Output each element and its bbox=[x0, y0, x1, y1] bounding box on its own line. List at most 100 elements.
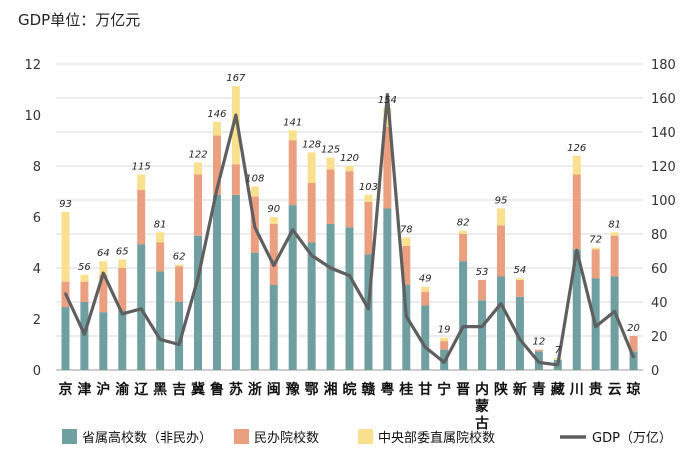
x-category-label: 内蒙古 bbox=[475, 381, 489, 432]
school-bar-segment bbox=[345, 227, 354, 370]
x-category-label: 皖 bbox=[343, 381, 357, 398]
central-bar-segment bbox=[212, 121, 221, 136]
central-bar-segment bbox=[421, 286, 430, 292]
legend-label: 民办院校数 bbox=[254, 430, 319, 446]
school-bar-segment bbox=[61, 307, 70, 370]
gdp-point bbox=[594, 325, 597, 328]
total-value-label: 126 bbox=[567, 143, 586, 154]
gdp-point bbox=[291, 228, 294, 231]
private-bar-segment bbox=[572, 174, 581, 250]
school-bar-segment bbox=[326, 223, 335, 370]
school-bar-segment bbox=[212, 194, 221, 370]
gdp-point bbox=[480, 325, 484, 328]
x-category-label: 粤 bbox=[380, 381, 394, 398]
x-category-label: 贵 bbox=[589, 381, 603, 398]
gdp-point bbox=[405, 315, 408, 318]
x-category-label: 新 bbox=[513, 381, 527, 398]
school-bar-segment bbox=[459, 261, 468, 370]
central-bar-segment bbox=[61, 211, 70, 282]
central-bar-segment bbox=[364, 194, 373, 202]
total-value-label: 146 bbox=[207, 109, 226, 120]
school-bar-segment bbox=[572, 249, 581, 370]
x-category-label: 桂 bbox=[398, 381, 413, 398]
school-bar-segment bbox=[269, 285, 278, 370]
private-bar-segment bbox=[364, 201, 373, 255]
x-category-label: 川 bbox=[569, 382, 584, 398]
gdp-point bbox=[102, 271, 105, 275]
total-value-label: 120 bbox=[340, 153, 359, 164]
x-category-label: 苏 bbox=[229, 381, 243, 398]
central-bar-segment bbox=[269, 217, 278, 224]
school-bar-segment bbox=[515, 296, 524, 370]
total-value-label: 128 bbox=[302, 139, 321, 150]
legend-label: 中央部委直属院校数 bbox=[378, 430, 495, 446]
private-bar-segment bbox=[288, 140, 297, 206]
total-value-label: 62 bbox=[173, 252, 186, 263]
school-bar-segment bbox=[421, 305, 430, 370]
central-bar-segment bbox=[307, 152, 316, 183]
x-category-label: 鲁 bbox=[209, 381, 224, 398]
left-tick-label: 0 bbox=[33, 364, 41, 379]
total-value-label: 19 bbox=[438, 325, 451, 336]
private-bar-segment bbox=[99, 274, 108, 313]
x-category-label: 沪 bbox=[96, 381, 110, 398]
gdp-point bbox=[537, 361, 541, 364]
central-bar-segment bbox=[288, 130, 297, 141]
central-bar-segment bbox=[250, 186, 259, 197]
x-category-label: 辽 bbox=[134, 382, 149, 398]
right-tick-label: 160 bbox=[651, 92, 676, 107]
gdp-point bbox=[556, 363, 559, 367]
school-bar-segment bbox=[478, 300, 487, 370]
x-category-label: 藏 bbox=[551, 381, 565, 398]
x-category-label: 晋 bbox=[456, 382, 470, 398]
x-category-label: 宁 bbox=[437, 381, 451, 398]
school-bar-segment bbox=[231, 194, 240, 370]
left-tick-label: 6 bbox=[33, 211, 41, 226]
private-bar-segment bbox=[307, 183, 316, 243]
private-bar-segment bbox=[345, 171, 354, 228]
school-bar-segment bbox=[383, 208, 392, 370]
gdp-point bbox=[83, 333, 86, 336]
central-bar-segment bbox=[383, 108, 392, 127]
central-bar-segment bbox=[496, 208, 505, 226]
gdp-point bbox=[499, 302, 503, 305]
central-bar-segment bbox=[194, 162, 203, 175]
central-bar-segment bbox=[591, 247, 600, 250]
school-bar-segment bbox=[175, 302, 184, 370]
x-category-label: 琼 bbox=[627, 381, 641, 398]
right-tick-label: 140 bbox=[651, 126, 676, 141]
left-tick-label: 8 bbox=[33, 160, 41, 175]
x-category-label: 闽 bbox=[267, 381, 281, 398]
gdp-point bbox=[215, 187, 219, 191]
total-value-label: 54 bbox=[514, 265, 527, 276]
right-tick-label: 20 bbox=[651, 330, 668, 345]
legend-swatch bbox=[62, 429, 77, 444]
right-tick-label: 60 bbox=[651, 262, 668, 277]
gdp-point bbox=[367, 307, 370, 310]
left-tick-label: 10 bbox=[24, 109, 41, 124]
total-value-label: 115 bbox=[132, 162, 151, 173]
gdp-point bbox=[632, 356, 635, 359]
x-category-label: 黑 bbox=[153, 382, 167, 398]
gdp-point bbox=[121, 312, 124, 316]
private-bar-segment bbox=[440, 341, 449, 350]
gdp-point bbox=[386, 93, 389, 96]
total-value-label: 53 bbox=[476, 267, 489, 278]
total-value-label: 12 bbox=[532, 337, 545, 348]
right-tick-label: 80 bbox=[651, 228, 668, 243]
gdp-point bbox=[177, 343, 181, 346]
total-value-label: 81 bbox=[154, 219, 167, 230]
private-bar-segment bbox=[212, 135, 221, 195]
central-bar-segment bbox=[231, 86, 240, 165]
central-bar-segment bbox=[118, 259, 127, 268]
central-bar-segment bbox=[80, 274, 89, 282]
total-value-label: 125 bbox=[321, 145, 340, 156]
x-category-label: 渝 bbox=[115, 381, 130, 398]
private-bar-segment bbox=[515, 279, 524, 297]
gdp-point bbox=[461, 325, 465, 328]
school-bar-segment bbox=[137, 244, 146, 370]
left-tick-label: 4 bbox=[33, 262, 41, 277]
gdp-point bbox=[424, 345, 427, 349]
